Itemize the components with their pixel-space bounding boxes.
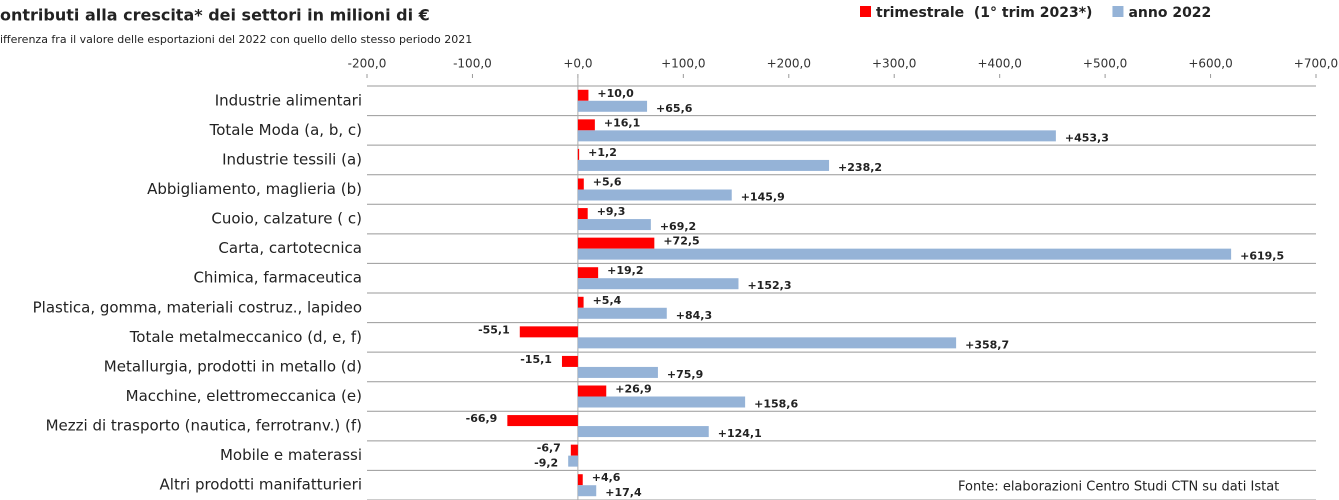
data-label: +1,2 — [588, 146, 617, 159]
data-label: +124,1 — [718, 427, 762, 440]
data-label: +9,3 — [597, 205, 626, 218]
bar — [577, 119, 595, 131]
x-tick-label: +600,0 — [1188, 57, 1232, 71]
x-tick-label: -100,0 — [453, 57, 492, 71]
legend-label: trimestrale (1° trim 2023*) — [876, 5, 1092, 21]
data-label: +619,5 — [1240, 250, 1284, 263]
y-tick-label: Altri prodotti manifatturieri — [160, 476, 362, 494]
data-label: +84,3 — [676, 309, 712, 322]
data-label: +5,6 — [593, 176, 622, 189]
x-tick-label: +0,0 — [563, 57, 592, 71]
bar — [577, 159, 830, 171]
bar — [561, 355, 578, 367]
x-tick-label: +200,0 — [767, 57, 811, 71]
y-tick-label: Macchine, elettromeccanica (e) — [126, 387, 362, 405]
bar — [577, 474, 583, 486]
bar — [577, 267, 599, 279]
data-label: +453,3 — [1065, 131, 1109, 144]
chart-title: ontributi alla crescita* dei settori in … — [0, 6, 430, 25]
y-tick-label: Industrie alimentari — [215, 91, 362, 109]
bar — [577, 237, 655, 249]
x-tick-label: -200,0 — [348, 57, 387, 71]
bar — [570, 444, 578, 456]
source-note: Fonte: elaborazioni Centro Studi CTN su … — [958, 480, 1279, 495]
bar — [577, 248, 1232, 260]
data-label: +152,3 — [747, 279, 791, 292]
bar — [577, 337, 957, 349]
legend-swatch — [1112, 6, 1124, 17]
bar — [577, 307, 667, 319]
y-tick-label: Industrie tessili (a) — [222, 150, 362, 168]
data-label: +26,9 — [615, 383, 651, 396]
data-label: +17,4 — [605, 486, 642, 499]
y-tick-label: Cuoio, calzature ( c) — [211, 210, 362, 228]
y-tick-label: Mezzi di trasporto (nautica, ferrotranv.… — [46, 417, 362, 435]
data-label: +238,2 — [838, 161, 882, 174]
chart-subtitle: ifferenza fra il valore delle esportazio… — [0, 33, 472, 46]
y-tick-label: Chimica, farmaceutica — [193, 269, 362, 287]
bar — [577, 385, 607, 397]
data-label: +72,5 — [663, 235, 699, 248]
y-tick-label: Totale metalmeccanico (d, e, f) — [129, 328, 362, 346]
data-label: +158,6 — [754, 398, 798, 411]
data-label: +5,4 — [593, 294, 622, 307]
bar — [577, 100, 648, 112]
bar — [577, 278, 739, 290]
bar — [577, 178, 584, 190]
y-tick-label: Metallurgia, prodotti in metallo (d) — [104, 357, 362, 375]
data-label: -9,2 — [534, 457, 558, 470]
data-label: +65,6 — [656, 102, 693, 115]
legend-label: anno 2022 — [1128, 5, 1211, 21]
bar — [577, 366, 658, 378]
bar — [519, 326, 578, 338]
data-label: +69,2 — [660, 220, 696, 233]
bar — [577, 426, 709, 438]
data-label: -55,1 — [478, 323, 510, 336]
bar — [577, 208, 588, 220]
data-label: -15,1 — [520, 353, 552, 366]
x-tick-label: +300,0 — [872, 57, 916, 71]
bar — [577, 296, 584, 308]
data-label: +16,1 — [604, 116, 640, 129]
x-tick-label: +100,0 — [661, 57, 705, 71]
bar — [507, 415, 578, 427]
y-tick-label: Totale Moda (a, b, c) — [209, 121, 362, 139]
x-tick-label: +500,0 — [1083, 57, 1127, 71]
x-tick-label: +700,0 — [1294, 57, 1338, 71]
bar — [568, 455, 578, 467]
data-label: +358,7 — [965, 338, 1009, 351]
data-label: -66,9 — [466, 412, 498, 425]
y-tick-label: Abbigliamento, maglieria (b) — [147, 180, 362, 198]
legend-swatch — [860, 6, 871, 17]
data-label: +10,0 — [597, 87, 634, 100]
bar — [577, 485, 597, 497]
x-tick-label: +400,0 — [977, 57, 1021, 71]
data-label: +75,9 — [667, 368, 703, 381]
data-label: +4,6 — [592, 471, 621, 484]
bar — [577, 130, 1056, 142]
data-label: -6,7 — [537, 442, 561, 455]
bar — [577, 89, 589, 101]
y-tick-label: Carta, cartotecnica — [218, 239, 362, 257]
y-tick-label: Mobile e materassi — [220, 446, 362, 464]
bar — [577, 219, 651, 231]
data-label: +19,2 — [607, 264, 643, 277]
bar — [577, 189, 732, 201]
y-tick-label: Plastica, gomma, materiali costruz., lap… — [33, 298, 362, 316]
data-label: +145,9 — [741, 191, 785, 204]
bar — [577, 396, 746, 408]
bar — [577, 148, 580, 160]
